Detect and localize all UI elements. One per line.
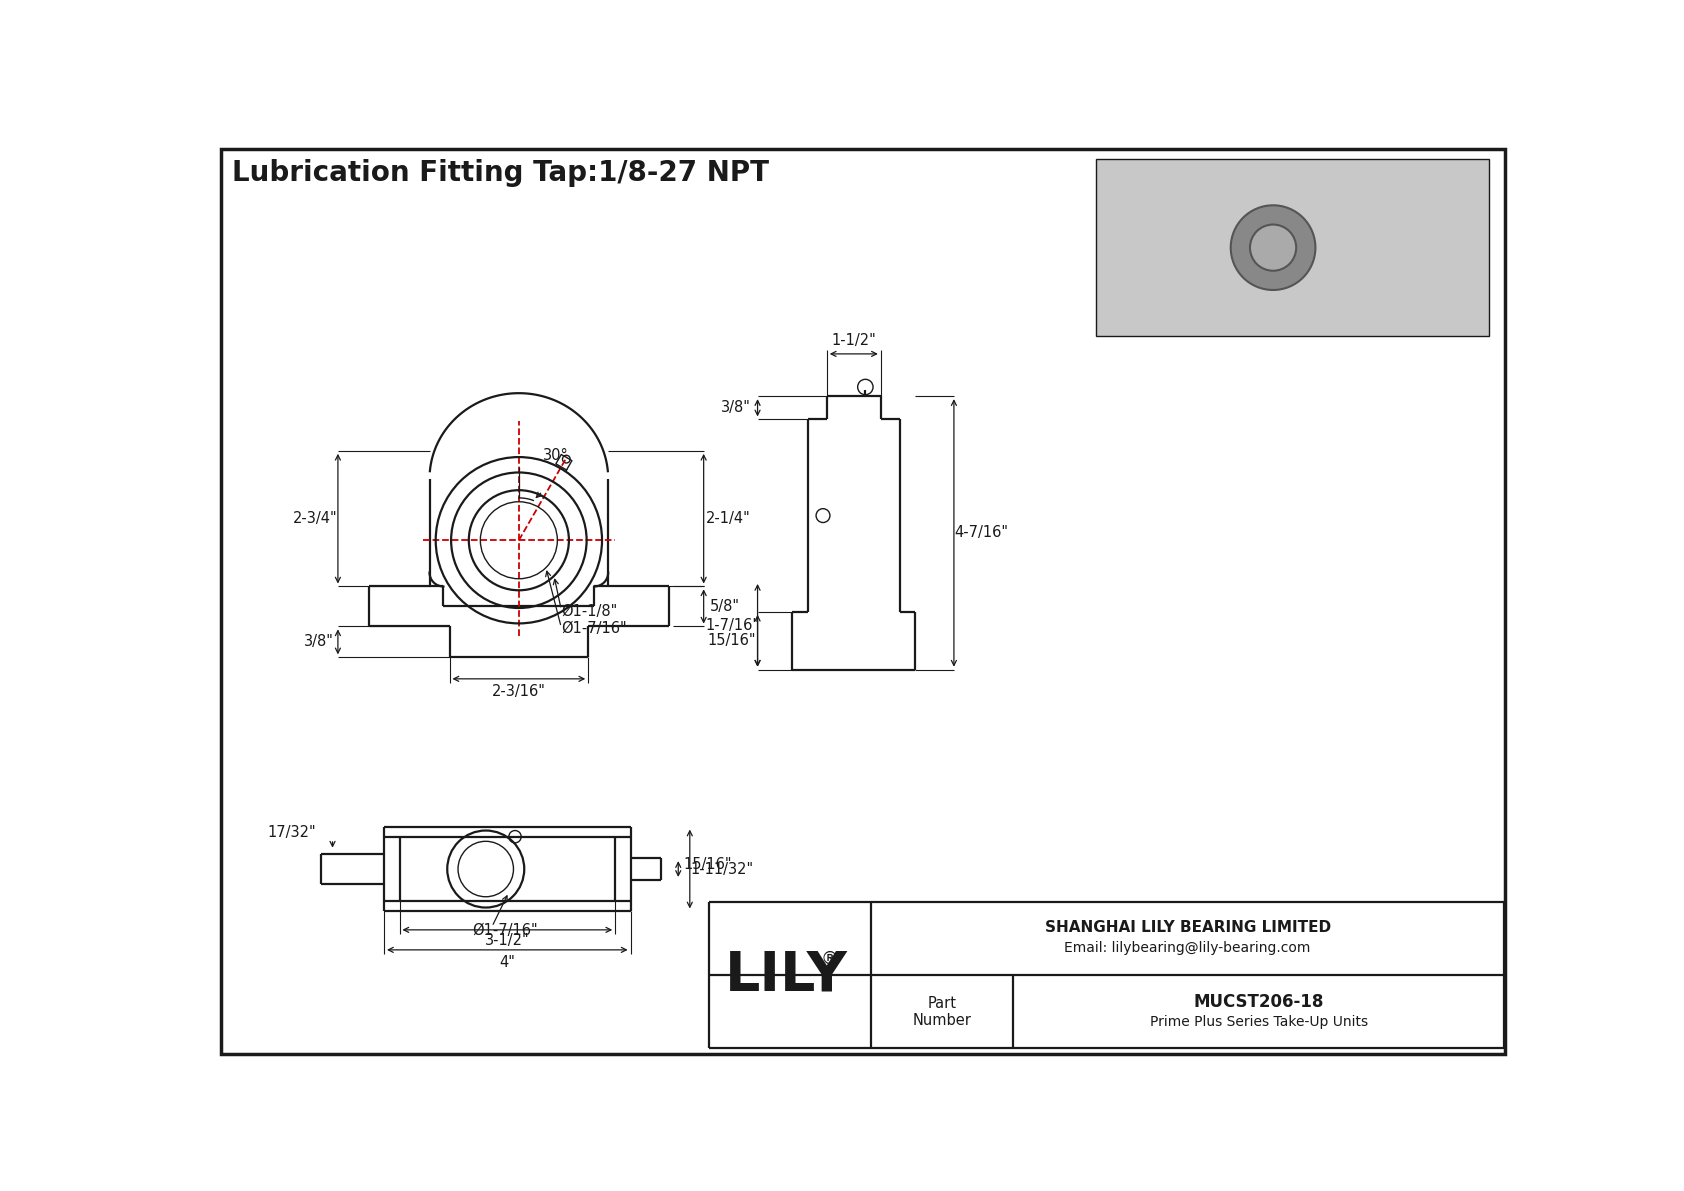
Text: SHANGHAI LILY BEARING LIMITED: SHANGHAI LILY BEARING LIMITED	[1044, 921, 1330, 935]
Text: 17/32": 17/32"	[268, 825, 317, 841]
Text: 1-11/32": 1-11/32"	[690, 861, 754, 877]
Text: 3/8": 3/8"	[303, 635, 333, 649]
Text: Email: lilybearing@lily-bearing.com: Email: lilybearing@lily-bearing.com	[1064, 941, 1310, 955]
Text: 1-1/2": 1-1/2"	[832, 332, 876, 348]
Text: Ø1-7/16": Ø1-7/16"	[561, 622, 626, 636]
Bar	[1096, 160, 1489, 336]
Text: ®: ®	[820, 949, 839, 967]
Text: 15/16": 15/16"	[684, 856, 733, 872]
Bar	[1111, 182, 1474, 313]
Text: 3-1/2": 3-1/2"	[485, 933, 530, 948]
Text: 4": 4"	[500, 955, 515, 969]
Text: Prime Plus Series Take-Up Units: Prime Plus Series Take-Up Units	[1150, 1015, 1367, 1029]
Text: Ø1-1/8": Ø1-1/8"	[561, 604, 618, 619]
Text: 30°: 30°	[542, 448, 569, 463]
Text: Part
Number: Part Number	[913, 996, 972, 1028]
Text: 4-7/16": 4-7/16"	[953, 525, 1007, 541]
Text: Lubrication Fitting Tap:1/8-27 NPT: Lubrication Fitting Tap:1/8-27 NPT	[232, 158, 768, 187]
Text: 3/8": 3/8"	[721, 400, 751, 416]
Text: Ø1-7/16": Ø1-7/16"	[473, 923, 539, 939]
Circle shape	[1231, 205, 1315, 289]
Text: 5/8": 5/8"	[711, 599, 741, 613]
Text: 2-3/4": 2-3/4"	[293, 511, 337, 526]
Text: LILY: LILY	[724, 948, 847, 1003]
Text: 2-1/4": 2-1/4"	[706, 511, 751, 526]
Text: 1-7/16": 1-7/16"	[706, 618, 759, 634]
Text: 15/16": 15/16"	[707, 634, 756, 648]
Text: 2-3/16": 2-3/16"	[492, 684, 546, 699]
Text: MUCST206-18: MUCST206-18	[1194, 993, 1324, 1011]
Circle shape	[1250, 225, 1297, 270]
